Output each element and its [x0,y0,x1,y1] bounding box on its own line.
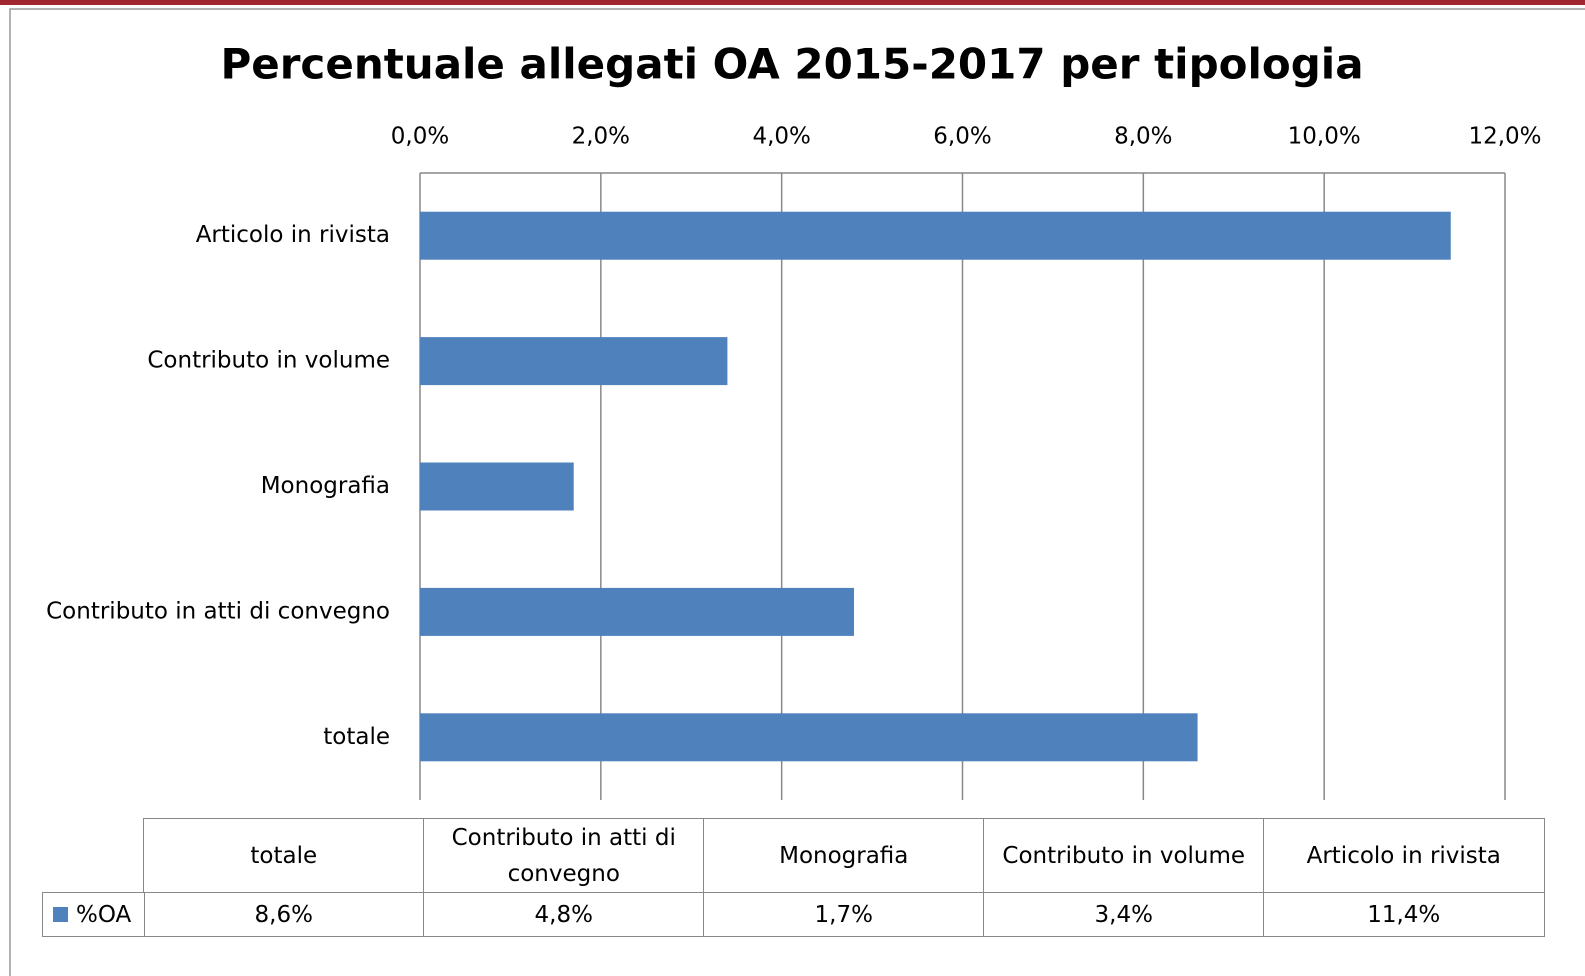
x-tick-label: 0,0% [391,124,449,150]
y-tick-label: Contributo in atti di convegno [46,598,390,624]
table-value: 3,4% [983,892,1265,937]
legend-cell: %OA [42,892,145,937]
x-tick-label: 10,0% [1288,124,1361,150]
table-value: 1,7% [703,892,985,937]
table-header: Articolo in rivista [1263,818,1545,894]
top-bar [0,0,1585,5]
legend-label: %OA [76,901,132,928]
table-value: 8,6% [143,892,425,937]
x-tick-label: 6,0% [933,124,991,150]
y-tick-label: Monografia [261,473,390,499]
bar [420,211,1451,260]
table-header: Contributo in atti di convegno [423,818,705,894]
x-tick-label: 4,0% [752,124,810,150]
bar [420,462,574,511]
table-value: 4,8% [423,892,705,937]
y-tick-label: totale [323,724,390,750]
legend-key [53,907,68,922]
bar [420,713,1198,762]
y-tick-label: Contributo in volume [147,348,390,374]
chart-frame [9,8,1585,976]
table-value: 11,4% [1263,892,1545,937]
table-header: Monografia [703,818,985,894]
bar [420,587,854,636]
x-tick-label: 8,0% [1114,124,1172,150]
x-tick-label: 12,0% [1468,124,1541,150]
table-header: totale [143,818,425,894]
bar [420,337,728,386]
y-tick-label: Articolo in rivista [196,222,390,248]
table-header: Contributo in volume [983,818,1265,894]
x-tick-label: 2,0% [572,124,630,150]
chart-title: Percentuale allegati OA 2015-2017 per ti… [220,40,1363,89]
